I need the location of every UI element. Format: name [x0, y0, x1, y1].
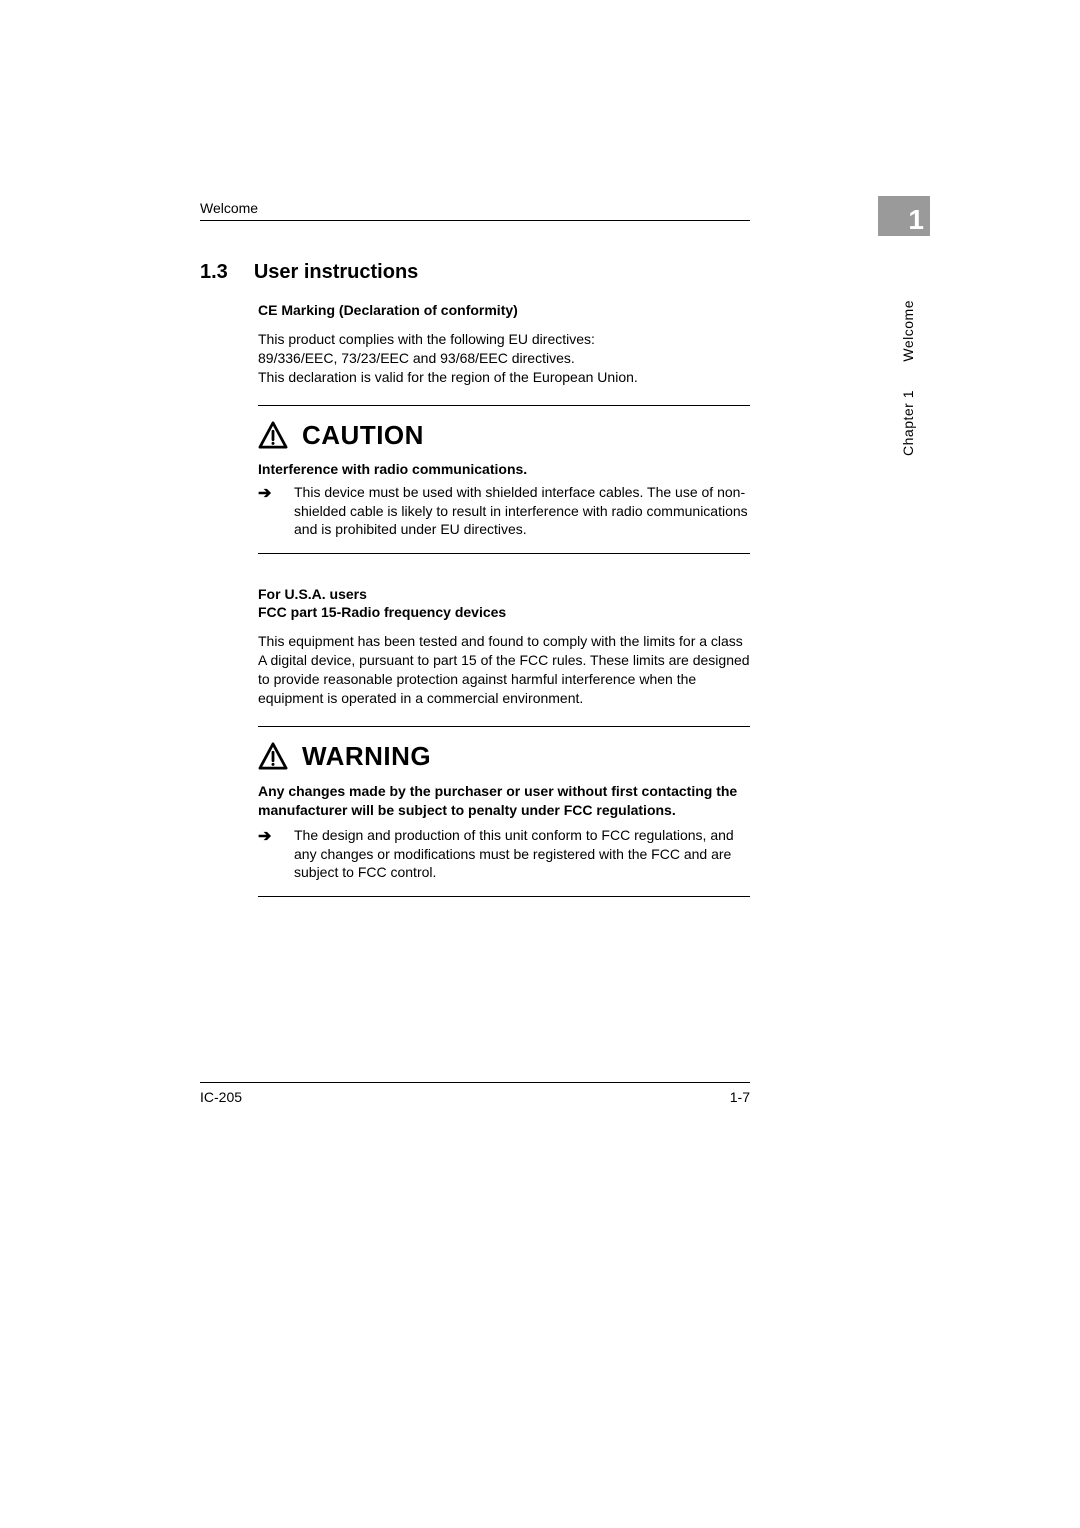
- section-content: CE Marking (Declaration of conformity) T…: [258, 302, 750, 897]
- page-footer: IC-205 1-7: [200, 1082, 750, 1105]
- ce-p3: This declaration is valid for the region…: [258, 369, 638, 385]
- warning-icon: [258, 742, 288, 770]
- usa-heading-1: For U.S.A. users: [258, 586, 750, 602]
- sidebar-vertical-label: Chapter 1 Welcome: [900, 300, 916, 456]
- footer-model: IC-205: [200, 1089, 242, 1105]
- warning-heading: Any changes made by the purchaser or use…: [258, 782, 750, 820]
- caution-icon: [258, 421, 288, 449]
- chapter-number: 1: [908, 204, 924, 236]
- running-header: Welcome: [200, 200, 750, 221]
- divider: [258, 553, 750, 554]
- section-heading: 1.3 User instructions: [200, 261, 750, 284]
- section-number: 1.3: [200, 261, 228, 284]
- divider: [258, 405, 750, 406]
- warning-label: WARNING: [302, 741, 431, 772]
- warning-header: WARNING: [258, 741, 750, 772]
- warning-bullet: ➔ The design and production of this unit…: [258, 826, 750, 883]
- caution-bullet: ➔ This device must be used with shielded…: [258, 483, 750, 540]
- arrow-icon: ➔: [258, 826, 276, 883]
- sidebar-section: Welcome: [900, 300, 916, 362]
- footer-page: 1-7: [730, 1089, 750, 1105]
- caution-label: CAUTION: [302, 420, 424, 451]
- caution-heading: Interference with radio communications.: [258, 461, 750, 477]
- divider: [258, 726, 750, 727]
- divider: [258, 896, 750, 897]
- caution-header: CAUTION: [258, 420, 750, 451]
- page-body: Welcome 1.3 User instructions CE Marking…: [200, 200, 750, 911]
- sidebar-chapter: Chapter 1: [900, 390, 916, 456]
- chapter-tab: 1: [878, 196, 930, 236]
- usa-paragraph: This equipment has been tested and found…: [258, 632, 750, 708]
- arrow-icon: ➔: [258, 483, 276, 540]
- ce-paragraph: This product complies with the following…: [258, 330, 750, 387]
- section-title: User instructions: [254, 261, 418, 284]
- ce-p1: This product complies with the following…: [258, 331, 595, 347]
- ce-p2: 89/336/EEC, 73/23/EEC and 93/68/EEC dire…: [258, 350, 575, 366]
- warning-bullet-text: The design and production of this unit c…: [294, 826, 750, 883]
- ce-heading: CE Marking (Declaration of conformity): [258, 302, 750, 318]
- usa-heading-2: FCC part 15-Radio frequency devices: [258, 604, 750, 620]
- caution-bullet-text: This device must be used with shielded i…: [294, 483, 750, 540]
